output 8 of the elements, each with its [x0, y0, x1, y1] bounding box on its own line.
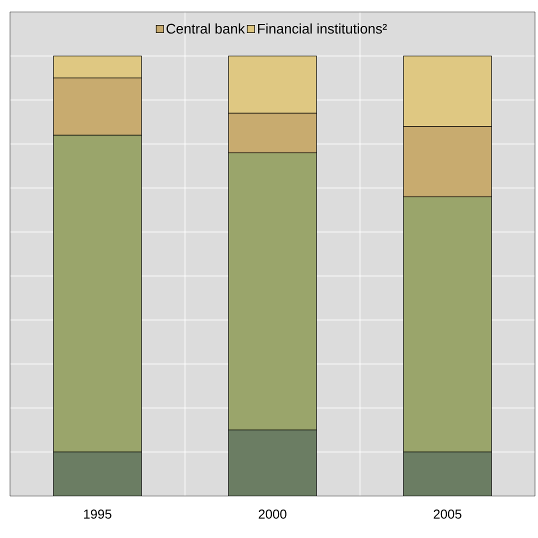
x-tick-label: 1995 — [84, 510, 112, 519]
bar — [228, 430, 317, 496]
legend-label: Central bank — [166, 23, 245, 34]
x-tick-label: 2005 — [434, 510, 462, 519]
x-tick-label: 2000 — [258, 510, 286, 519]
legend-label: Financial institutions² — [258, 23, 387, 34]
bar — [403, 452, 492, 496]
bar — [53, 452, 142, 496]
